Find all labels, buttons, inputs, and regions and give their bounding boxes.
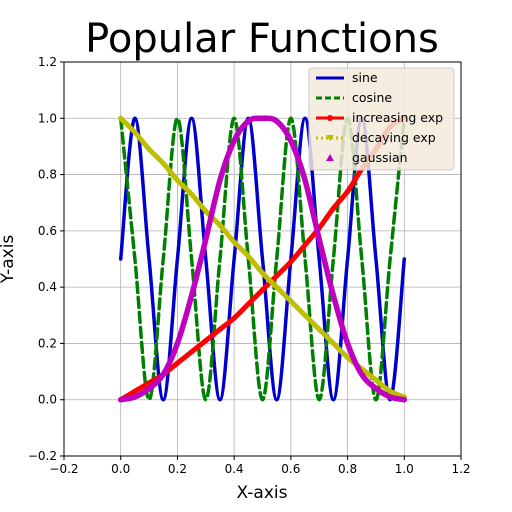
y-tick-label: 0.2 [38, 336, 57, 350]
legend-label-gaussian: gaussian [352, 150, 408, 165]
data-point [302, 242, 308, 248]
data-point [132, 388, 138, 394]
x-tick-label: −0.2 [49, 462, 78, 476]
data-point [344, 340, 351, 347]
legend-label-cosine: cosine [352, 90, 392, 105]
data-point [259, 270, 266, 276]
legend-marker-gaussian [326, 154, 334, 161]
data-point [245, 253, 251, 259]
legend-label-increasing-exp: increasing exp [352, 110, 443, 125]
x-tick-label: 0.4 [225, 462, 244, 476]
data-point [118, 115, 124, 121]
y-axis-label: Y-axis [0, 235, 18, 285]
data-point [132, 129, 138, 135]
data-point [373, 377, 379, 383]
data-point [274, 118, 280, 124]
data-point [189, 349, 195, 355]
legend-label-sine: sine [352, 70, 378, 85]
data-point [330, 205, 336, 211]
y-tick-label: 0.0 [38, 393, 57, 407]
chart-title: Popular Functions [85, 16, 439, 62]
data-point [160, 371, 166, 377]
data-point [231, 315, 237, 321]
data-point [189, 292, 195, 299]
plot-frame [63, 61, 462, 457]
legend-marker-decaying-exp [326, 135, 334, 141]
data-point [245, 301, 251, 307]
data-point [146, 385, 152, 392]
data-point [132, 394, 138, 400]
data-point [231, 239, 237, 245]
x-tick-label: 0.6 [281, 462, 300, 476]
y-tick-label: 0.6 [38, 224, 57, 238]
data-point [203, 236, 209, 242]
data-point [160, 160, 166, 166]
data-point [316, 236, 322, 242]
data-point [274, 284, 280, 290]
y-tick-label: 1.0 [38, 111, 57, 125]
data-point [203, 338, 209, 344]
data-point [259, 287, 266, 293]
y-tick-label: 0.4 [38, 280, 57, 294]
data-point [217, 222, 223, 228]
data-point [288, 138, 294, 144]
data-point [245, 118, 251, 124]
data-point [330, 340, 336, 347]
data-point [387, 394, 393, 400]
x-tick-label: 0.8 [338, 462, 357, 476]
data-point [189, 191, 195, 197]
data-point [387, 388, 393, 394]
data-point [259, 115, 266, 121]
data-point [217, 326, 223, 332]
data-point [174, 177, 181, 183]
data-point [274, 273, 280, 279]
y-tick-label: 1.2 [38, 55, 57, 69]
legend-box [308, 67, 455, 171]
y-tick-label: −0.2 [28, 449, 57, 463]
series-line-cosine [118, 116, 407, 402]
data-point [359, 371, 365, 377]
data-point [203, 208, 209, 214]
data-point [118, 397, 124, 403]
data-point [330, 292, 336, 299]
x-tick-label: 1.0 [395, 462, 414, 476]
x-tick-label: 1.2 [451, 462, 470, 476]
y-tick-label: 0.8 [38, 168, 57, 182]
data-point [344, 188, 351, 195]
data-point [231, 138, 237, 144]
ticks: −0.2 0.0 0.2 0.4 0.6 0.8 1.0 1.2 −0.2 0.0 0.2 0.4 0.… [28, 55, 471, 476]
x-axis-label: X-axis [237, 483, 288, 503]
data-point [302, 177, 308, 183]
data-point [174, 340, 181, 347]
data-point [288, 259, 294, 265]
data-point [174, 360, 181, 366]
data-point [316, 326, 322, 332]
data-point [288, 298, 294, 304]
data-point [146, 146, 152, 152]
x-tick-label: 0.0 [111, 462, 130, 476]
legend: sine cosine increasing exp decaying exp gaus… [308, 67, 455, 171]
data-point [373, 385, 379, 392]
data-point [217, 177, 223, 183]
legend-label-decaying-exp: decaying exp [352, 130, 436, 145]
legend-marker-increasing-exp [327, 115, 333, 121]
data-point [344, 354, 351, 361]
data-point [401, 397, 407, 403]
x-tick-label: 0.2 [168, 462, 187, 476]
data-point [302, 312, 308, 318]
